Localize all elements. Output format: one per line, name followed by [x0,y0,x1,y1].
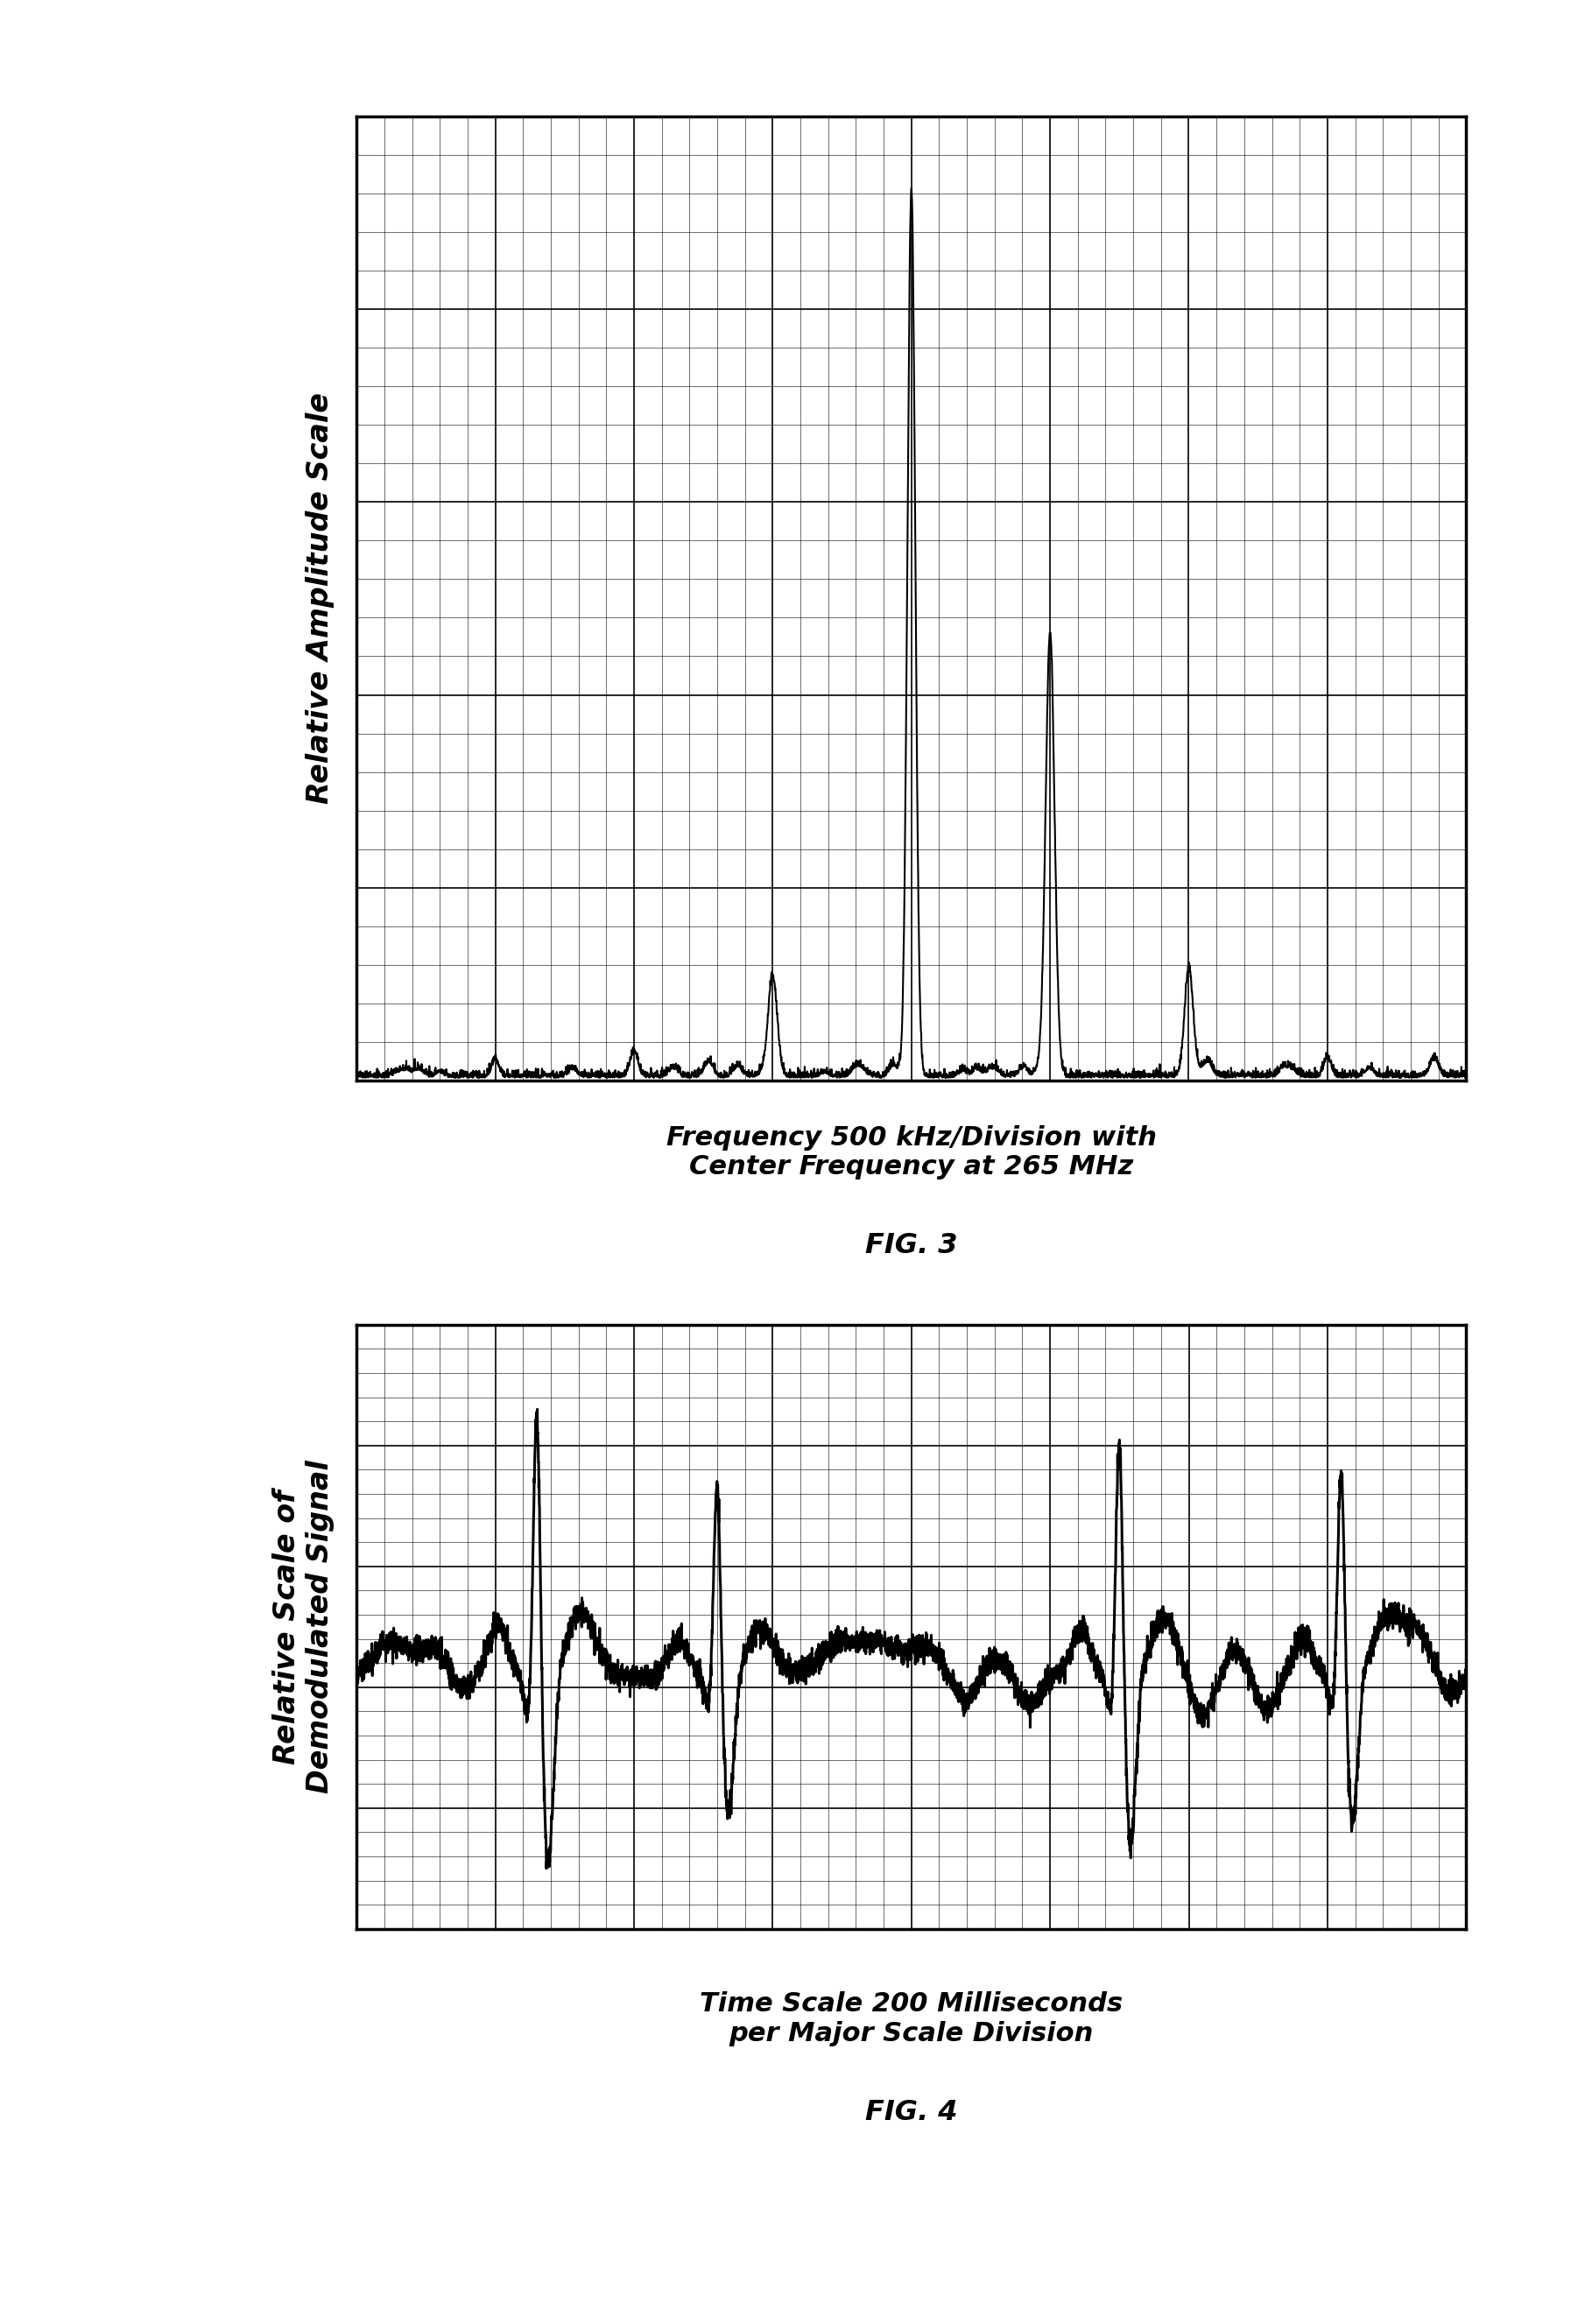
Text: Frequency 500 kHz/Division with
Center Frequency at 265 MHz: Frequency 500 kHz/Division with Center F… [666,1125,1157,1181]
Y-axis label: Relative Amplitude Scale: Relative Amplitude Scale [306,393,334,804]
Text: Time Scale 200 Milliseconds
per Major Scale Division: Time Scale 200 Milliseconds per Major Sc… [701,1992,1122,2047]
Text: FIG. 4: FIG. 4 [865,2099,957,2126]
Y-axis label: Relative Scale of
Demodulated Signal: Relative Scale of Demodulated Signal [273,1459,334,1794]
Text: FIG. 3: FIG. 3 [865,1232,957,1260]
